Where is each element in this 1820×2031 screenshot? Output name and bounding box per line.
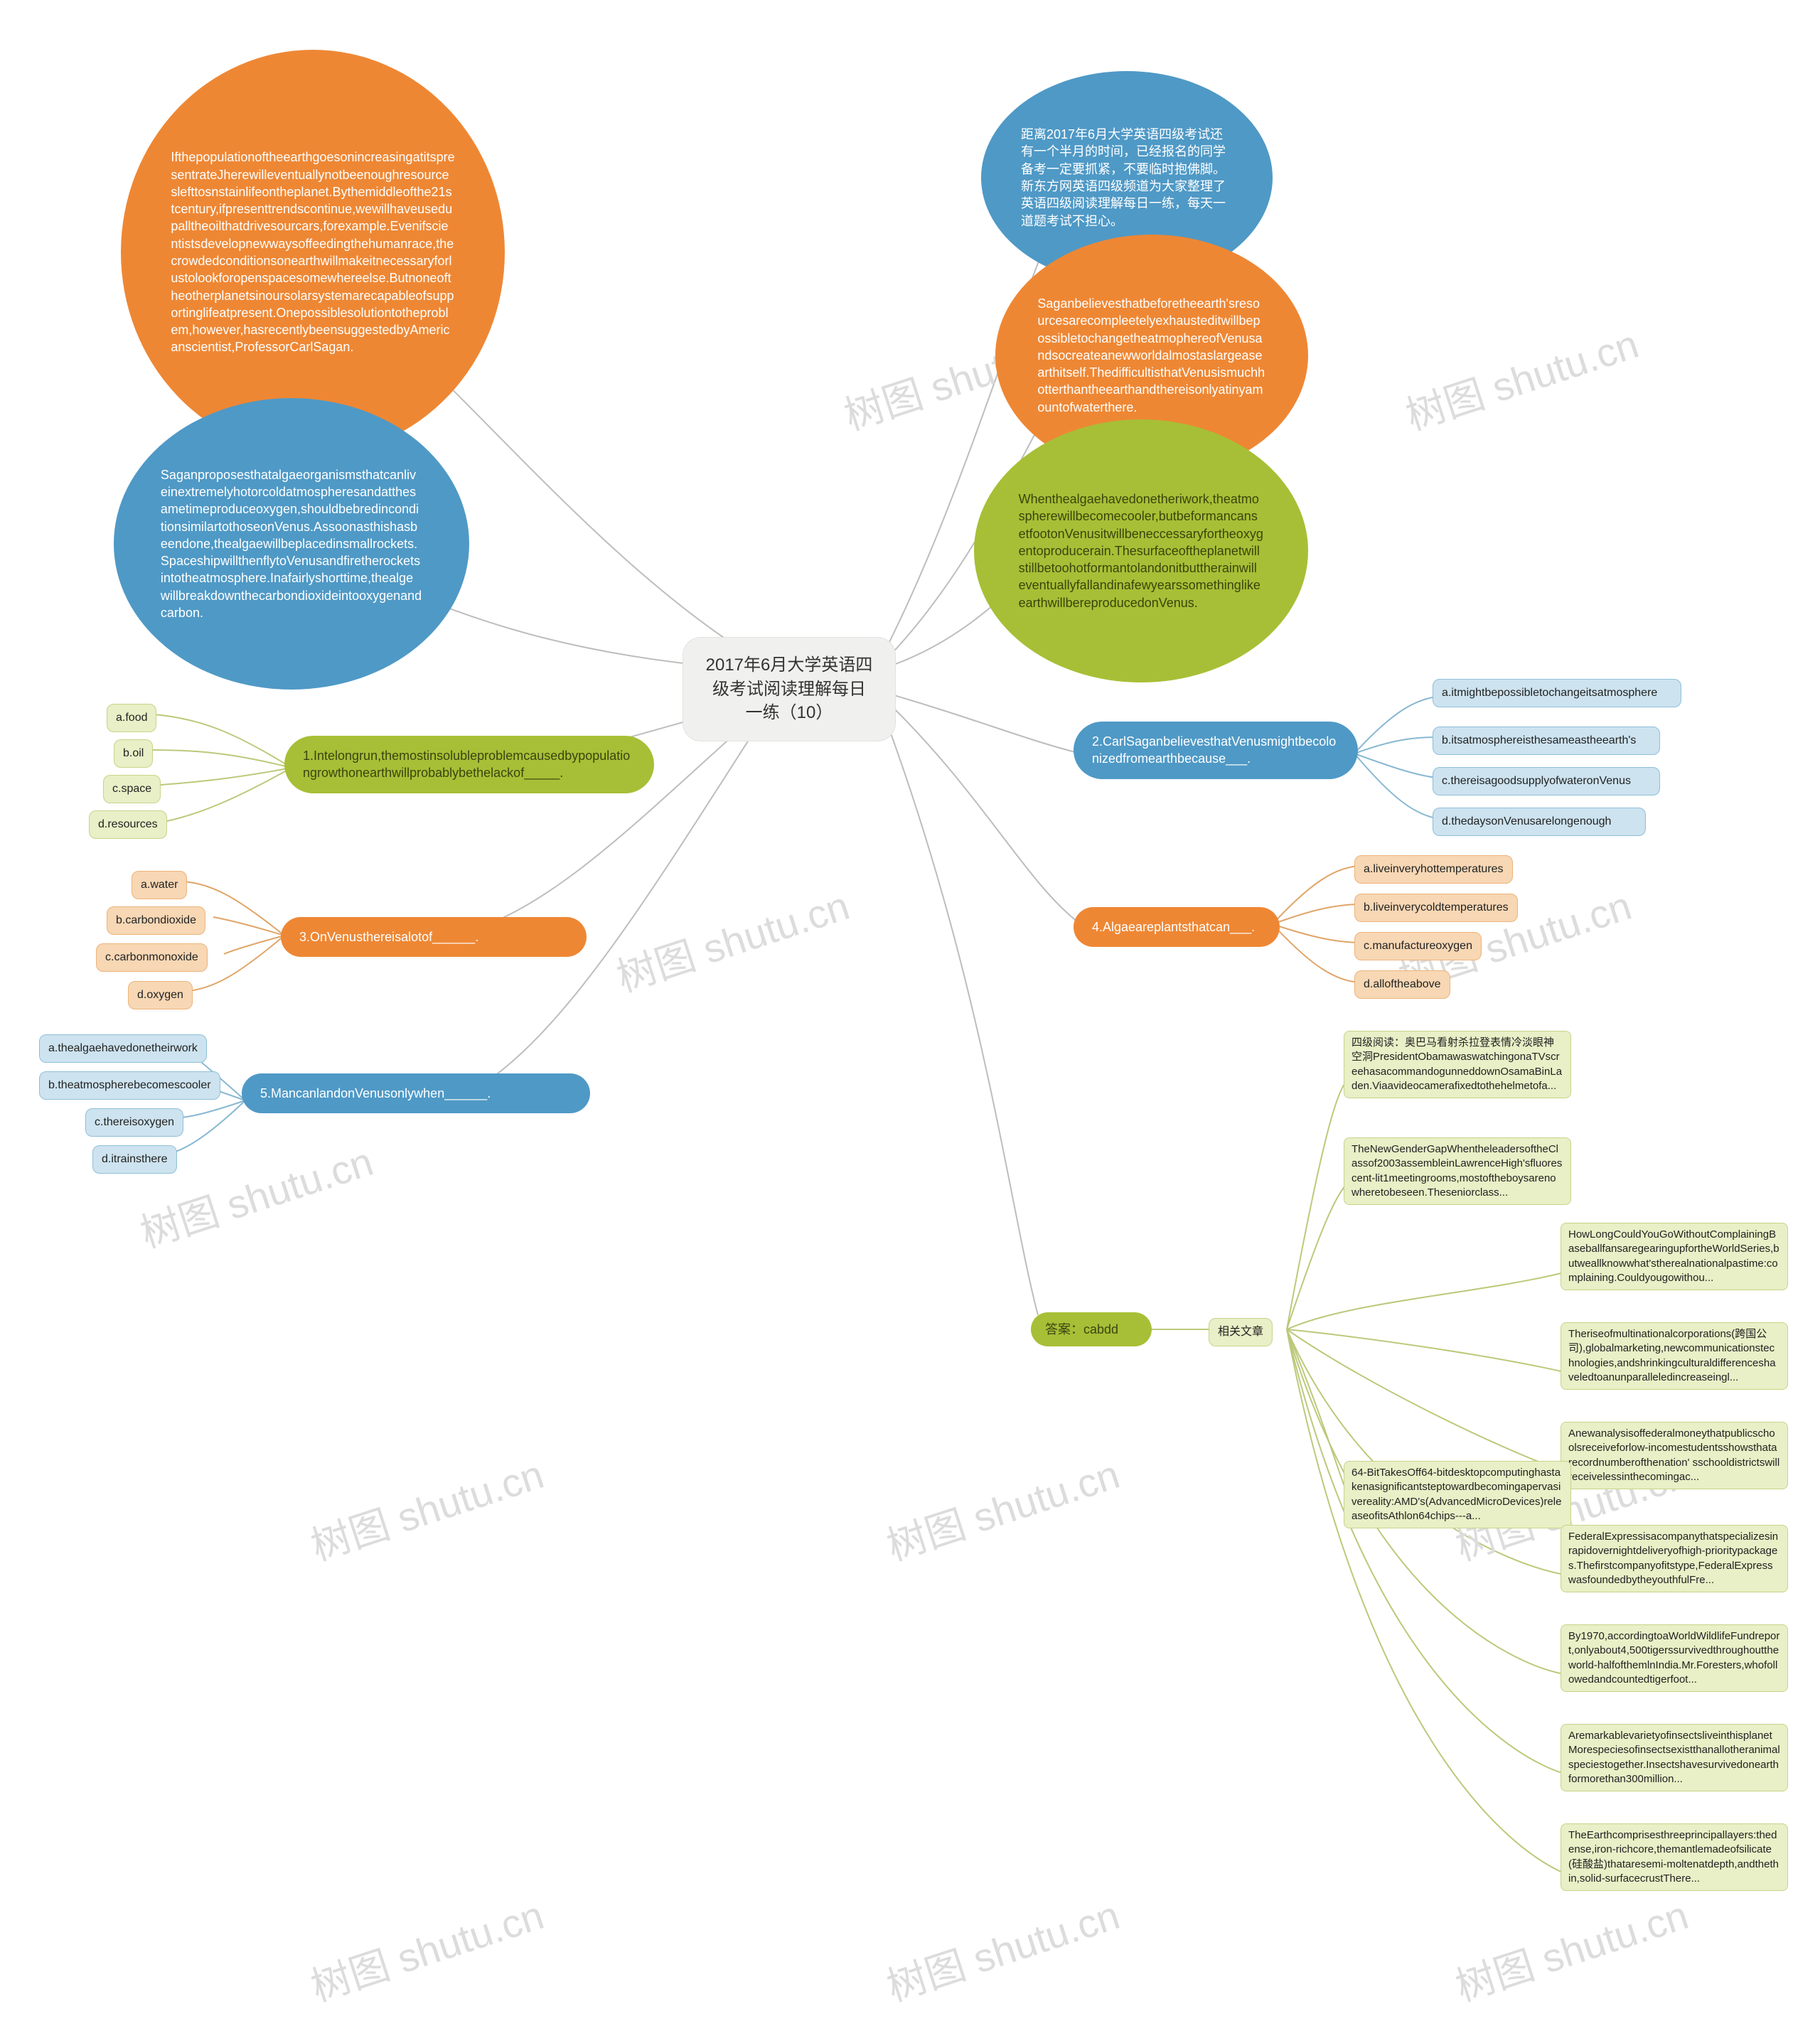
related-item[interactable]: FederalExpressisacompanythatspecializesi… [1561, 1525, 1788, 1592]
q2-opt-b[interactable]: b.itsatmosphereisthesameastheearth's [1433, 727, 1660, 755]
opt-text: b.liveinverycoldtemperatures [1364, 901, 1509, 913]
q5-opt-b[interactable]: b.theatmospherebecomescooler [39, 1071, 220, 1100]
related-item[interactable]: By1970,accordingtoaWorldWildlifeFundrepo… [1561, 1624, 1788, 1692]
q4-stem-text: 4.Algaeareplantsthatcan___. [1092, 918, 1255, 936]
related-text: By1970,accordingtoaWorldWildlifeFundrepo… [1568, 1630, 1779, 1686]
opt-text: d.resources [98, 818, 158, 830]
q1-stem[interactable]: 1.Intelongrun,themostinsolubleproblemcau… [284, 736, 654, 793]
opt-text: a.food [116, 712, 147, 724]
watermark: 树图 shutu.cn [303, 1443, 550, 1572]
related-item[interactable]: Theriseofmultinationalcorporations(跨国公司)… [1561, 1322, 1788, 1390]
opt-text: a.liveinveryhottemperatures [1364, 863, 1504, 875]
watermark: 树图 shutu.cn [303, 1884, 550, 2013]
answers-pill[interactable]: 答案：cabdd [1031, 1312, 1152, 1346]
blob-tr-olive[interactable]: Whenthealgaehavedonetheriwork,theatmosph… [974, 419, 1308, 682]
opt-text: c.space [112, 783, 151, 795]
q4-opt-d[interactable]: d.alloftheabove [1354, 970, 1450, 999]
watermark: 树图 shutu.cn [609, 874, 856, 1004]
related-text: 四级阅读：奥巴马看射杀拉登表情冷淡眼神空洞PresidentObamawaswa… [1351, 1036, 1562, 1092]
q2-stem-text: 2.CarlSaganbelievesthatVenusmightbecolon… [1092, 733, 1339, 768]
q1-opt-d[interactable]: d.resources [89, 810, 167, 839]
related-text: TheEarthcomprisesthreeprincipallayers:th… [1568, 1829, 1779, 1885]
opt-text: c.carbonmonoxide [105, 951, 198, 963]
blob-text: Saganbelievesthatbeforetheearth'sresourc… [1037, 295, 1265, 416]
q2-opt-a[interactable]: a.itmightbepossibletochangeitsatmosphere [1433, 679, 1681, 707]
q3-opt-d[interactable]: d.oxygen [128, 981, 193, 1009]
q5-opt-c[interactable]: c.thereisoxygen [85, 1108, 183, 1137]
q3-opt-c[interactable]: c.carbonmonoxide [96, 943, 208, 972]
related-text: TheNewGenderGapWhentheleadersoftheClasso… [1351, 1143, 1562, 1199]
q2-stem[interactable]: 2.CarlSaganbelievesthatVenusmightbecolon… [1074, 722, 1358, 779]
opt-text: b.carbondioxide [116, 914, 196, 926]
opt-text: b.oil [123, 747, 144, 759]
opt-text: d.itrainsthere [102, 1153, 168, 1165]
opt-text: d.thedaysonVenusarelongenough [1442, 815, 1611, 827]
q4-opt-a[interactable]: a.liveinveryhottemperatures [1354, 855, 1513, 884]
q3-opt-b[interactable]: b.carbondioxide [107, 906, 205, 935]
related-item[interactable]: 64-BitTakesOff64-bitdesktopcomputinghast… [1344, 1461, 1571, 1528]
opt-text: a.water [141, 879, 178, 891]
watermark: 树图 shutu.cn [879, 1884, 1126, 2013]
opt-text: b.itsatmosphereisthesameastheearth's [1442, 734, 1636, 746]
q5-stem-text: 5.MancanlandonVenusonlywhen______. [260, 1085, 491, 1102]
related-text: FederalExpressisacompanythatspecializesi… [1568, 1531, 1778, 1586]
q3-opt-a[interactable]: a.water [132, 871, 187, 899]
opt-text: d.oxygen [137, 989, 183, 1001]
q5-stem[interactable]: 5.MancanlandonVenusonlywhen______. [242, 1073, 590, 1113]
opt-text: c.thereisoxygen [95, 1116, 174, 1128]
q2-opt-c[interactable]: c.thereisagoodsupplyofwateronVenus [1433, 767, 1660, 795]
related-item[interactable]: Anewanalysisoffederalmoneythatpublicscho… [1561, 1422, 1788, 1489]
root-text: 2017年6月大学英语四级考试阅读理解每日一练（10） [706, 655, 873, 722]
related-text: Aremarkablevarietyofinsectsliveinthispla… [1568, 1730, 1780, 1785]
related-item[interactable]: HowLongCouldYouGoWithoutComplainingBaseb… [1561, 1223, 1788, 1290]
q4-opt-c[interactable]: c.manufactureoxygen [1354, 932, 1482, 960]
related-text: Theriseofmultinationalcorporations(跨国公司)… [1568, 1328, 1776, 1383]
blob-text: Ifthepopulationoftheearthgoesonincreasin… [171, 149, 454, 356]
opt-text: c.manufactureoxygen [1364, 940, 1472, 952]
related-label[interactable]: 相关文章 [1209, 1318, 1273, 1346]
q1-stem-text: 1.Intelongrun,themostinsolubleproblemcau… [303, 747, 636, 782]
q3-stem-text: 3.OnVenusthereisalotof______. [299, 928, 478, 945]
watermark: 树图 shutu.cn [1447, 1884, 1695, 2013]
watermark: 树图 shutu.cn [1398, 313, 1645, 442]
opt-text: d.alloftheabove [1364, 978, 1441, 990]
related-label-text: 相关文章 [1218, 1326, 1263, 1338]
q4-stem[interactable]: 4.Algaeareplantsthatcan___. [1074, 907, 1280, 947]
opt-text: c.thereisagoodsupplyofwateronVenus [1442, 775, 1631, 787]
blob-tl-blue[interactable]: Saganproposesthatalgaeorganismsthatcanli… [114, 398, 469, 690]
q1-opt-a[interactable]: a.food [107, 704, 156, 732]
q5-opt-d[interactable]: d.itrainsthere [92, 1145, 177, 1174]
related-text: HowLongCouldYouGoWithoutComplainingBaseb… [1568, 1228, 1779, 1284]
q3-stem[interactable]: 3.OnVenusthereisalotof______. [281, 917, 587, 957]
watermark: 树图 shutu.cn [879, 1443, 1126, 1572]
related-item[interactable]: TheNewGenderGapWhentheleadersoftheClasso… [1344, 1137, 1571, 1205]
q5-opt-a[interactable]: a.thealgaehavedonetheirwork [39, 1034, 207, 1063]
q4-opt-b[interactable]: b.liveinverycoldtemperatures [1354, 894, 1518, 922]
blob-tl-orange[interactable]: Ifthepopulationoftheearthgoesonincreasin… [121, 50, 505, 455]
opt-text: b.theatmospherebecomescooler [48, 1079, 211, 1091]
q1-opt-c[interactable]: c.space [103, 775, 161, 803]
opt-text: a.itmightbepossibletochangeitsatmosphere [1442, 687, 1657, 699]
root-node[interactable]: 2017年6月大学英语四级考试阅读理解每日一练（10） [682, 637, 896, 741]
q1-opt-b[interactable]: b.oil [114, 739, 153, 768]
q2-opt-d[interactable]: d.thedaysonVenusarelongenough [1433, 808, 1646, 836]
related-text: Anewanalysisoffederalmoneythatpublicscho… [1568, 1427, 1779, 1483]
answers-text: 答案：cabdd [1045, 1321, 1118, 1338]
related-item[interactable]: 四级阅读：奥巴马看射杀拉登表情冷淡眼神空洞PresidentObamawaswa… [1344, 1031, 1571, 1098]
blob-text: Saganproposesthatalgaeorganismsthatcanli… [161, 466, 422, 622]
blob-text: 距离2017年6月大学英语四级考试还有一个半月的时间，已经报名的同学备考一定要抓… [1021, 126, 1233, 230]
opt-text: a.thealgaehavedonetheirwork [48, 1042, 198, 1054]
related-item[interactable]: TheEarthcomprisesthreeprincipallayers:th… [1561, 1823, 1788, 1891]
related-text: 64-BitTakesOff64-bitdesktopcomputinghast… [1351, 1467, 1561, 1522]
blob-text: Whenthealgaehavedonetheriwork,theatmosph… [1019, 491, 1264, 611]
related-item[interactable]: Aremarkablevarietyofinsectsliveinthispla… [1561, 1724, 1788, 1791]
